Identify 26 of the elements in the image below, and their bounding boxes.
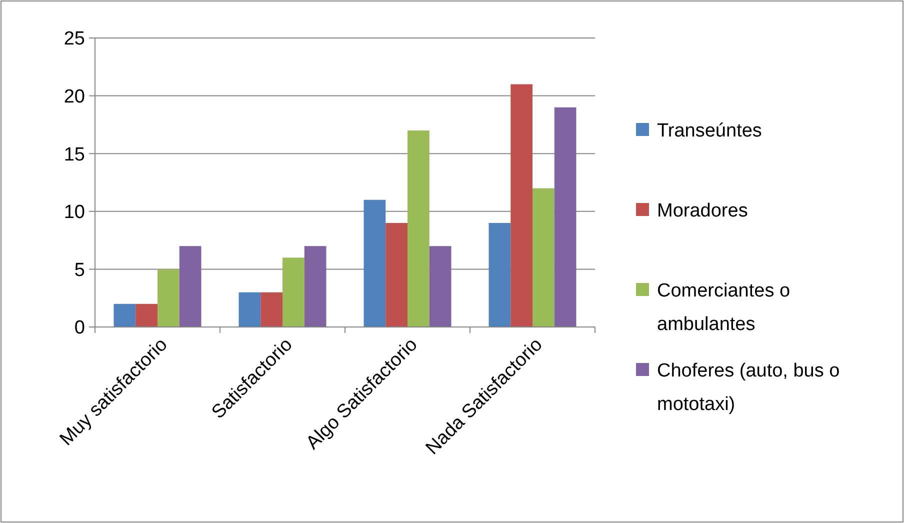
bar [429, 246, 452, 327]
bar [386, 222, 408, 327]
bar [114, 304, 136, 327]
bar [179, 246, 202, 327]
y-tick-label: 25 [64, 28, 85, 50]
legend-label: Choferes (auto, bus o mototaxi) [657, 360, 840, 415]
bar [554, 107, 576, 327]
y-tick-label: 5 [74, 260, 85, 281]
bar [532, 188, 554, 327]
legend-label: Moradores [657, 200, 748, 222]
legend-label: Transeúntes [657, 120, 762, 142]
bar [238, 292, 261, 327]
bar [304, 246, 326, 327]
bar [158, 269, 180, 327]
y-tick-label: 0 [74, 318, 85, 339]
y-tick-label: 15 [64, 144, 85, 166]
bar [282, 258, 304, 327]
bar [510, 84, 532, 327]
bar [488, 222, 511, 327]
bar [408, 130, 430, 327]
bar [260, 292, 282, 327]
legend-label: Comerciantes o ambulantes [657, 280, 790, 335]
y-tick-label: 20 [64, 86, 85, 108]
bar [364, 200, 386, 327]
bar [136, 304, 158, 327]
y-tick-label: 10 [64, 202, 85, 224]
